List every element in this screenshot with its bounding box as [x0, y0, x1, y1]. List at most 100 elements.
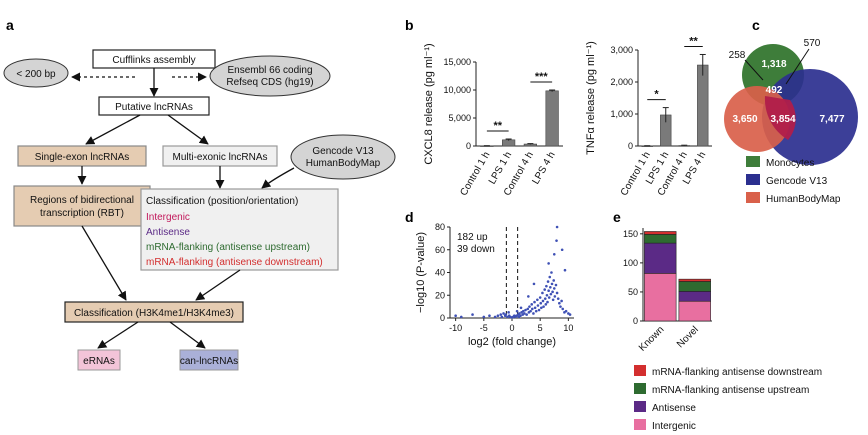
significance-label: **: [689, 35, 698, 47]
data-point: [551, 298, 555, 302]
classpos-box: [140, 188, 339, 271]
data-point: [558, 301, 561, 305]
venn-pointer: [744, 59, 764, 81]
arrow-to-single: [85, 114, 141, 145]
data-point: [552, 287, 556, 290]
panel-label-d: d: [405, 209, 414, 225]
x-tick-label: Known: [637, 324, 666, 353]
y-tick-label: 15,000: [443, 57, 471, 67]
y-tick-label: 40: [435, 268, 445, 278]
classpos-item: mRNA-flanking (antisense downstream): [146, 257, 323, 268]
data-point: [537, 308, 541, 312]
data-point: [550, 271, 553, 274]
data-point: [540, 306, 543, 310]
data-point: [546, 280, 550, 283]
x-axis-label: log2 (fold change): [468, 336, 556, 348]
arrow-to-canlnc: [169, 321, 206, 349]
data-point: [547, 289, 550, 293]
data-point: [526, 307, 530, 311]
volcano-annotation: 182 up: [457, 232, 488, 243]
stacked-segment: [644, 231, 677, 235]
data-point: [541, 291, 544, 295]
y-tick-label: 1,000: [610, 109, 633, 119]
rbt-label-2: transcription (RBT): [40, 208, 124, 219]
y-tick-label: 50: [628, 287, 638, 297]
venn-legend-label: Monocytes: [766, 158, 814, 169]
arrow-rbt-h3: [81, 225, 127, 301]
putative-label: Putative lncRNAs: [115, 102, 193, 113]
panel-label-e: e: [613, 209, 621, 225]
data-point: [548, 275, 552, 279]
venn-legend-label: Gencode V13: [766, 176, 828, 187]
data-point: [488, 314, 491, 318]
stacked-segment: [644, 234, 677, 244]
y-tick-label: 0: [633, 316, 638, 326]
bar: [502, 139, 516, 147]
y-tick-label: 20: [435, 290, 445, 300]
data-point: [534, 309, 538, 313]
data-point: [518, 312, 521, 315]
arrow-to-erna: [97, 321, 139, 349]
class-h3-label: Classification (H3K4me1/H3K4me3): [74, 308, 234, 319]
data-point: [499, 313, 503, 316]
data-point: [547, 296, 551, 299]
multi-exon-label: Multi-exonic lncRNAs: [172, 152, 267, 163]
stacked-bar-chart: 0 50 100 150 Known Novel mRNA-flanking antisen…: [623, 228, 822, 432]
lt200-label: < 200 bp: [16, 69, 56, 80]
data-point: [482, 315, 486, 319]
y-tick-label: 3,000: [610, 45, 633, 55]
data-point: [529, 309, 532, 313]
data-point: [561, 307, 565, 311]
data-point: [541, 299, 545, 303]
venn-legend-label: HumanBodyMap: [766, 194, 841, 205]
venn-diagram: 258 570 1,318 492 3,650 3,854 7,477 Monocytes Ge…: [724, 38, 858, 205]
data-point: [555, 225, 559, 229]
data-point: [555, 291, 559, 295]
classpos-title: Classification (position/orientation): [146, 196, 298, 207]
stacked-legend-label: Antisense: [652, 403, 696, 414]
stacked-legend-swatch: [634, 401, 646, 412]
gencode-ellipse: [290, 134, 396, 180]
data-point: [551, 290, 554, 294]
cufflinks-label: Cufflinks assembly: [112, 55, 195, 66]
data-point: [523, 312, 526, 315]
stacked-segment: [644, 242, 677, 274]
data-point: [543, 288, 546, 291]
x-tick-label: -10: [449, 323, 462, 333]
panel-a: a Cufflinks assembly < 200 bp Ensembl 66…: [3, 17, 396, 371]
classpos-items: Intergenic Antisense mRNA-flanking (antise…: [146, 212, 323, 268]
data-point: [502, 312, 505, 315]
data-point: [544, 303, 548, 306]
data-point: [554, 283, 558, 287]
data-point: [493, 315, 497, 319]
data-point: [563, 268, 567, 272]
stacked-legend-label: Intergenic: [652, 421, 696, 432]
classpos-item: Intergenic: [146, 212, 190, 223]
y-tick-label: 0: [628, 141, 633, 151]
y-axis-label: TNFα release (pg ml⁻¹): [585, 41, 597, 155]
data-point: [527, 295, 530, 298]
venn-region-label: 1,318: [761, 59, 786, 70]
ensembl-label-2: Refseq CDS (hg19): [226, 77, 313, 88]
data-point: [556, 297, 560, 300]
bar: [545, 90, 559, 147]
y-tick-label: 10,000: [443, 85, 471, 95]
volcano-annotation: 39 down: [457, 244, 495, 255]
data-point: [550, 282, 554, 286]
x-tick-label: 10: [563, 323, 573, 333]
venn-pointer: [785, 48, 810, 85]
stacked-segment: [678, 291, 711, 302]
data-point: [459, 315, 463, 319]
canlnc-label: can-lncRNAs: [180, 356, 238, 367]
data-point: [504, 313, 508, 316]
erna-label: eRNAs: [83, 356, 115, 367]
y-tick-label: 0: [466, 141, 471, 151]
significance-label: ***: [535, 71, 549, 83]
venn-region-label: 3,650: [732, 114, 757, 125]
y-tick-label: 2,000: [610, 77, 633, 87]
classpos-item: mRNA-flanking (antisense upstream): [146, 242, 310, 253]
panel-label-c: c: [752, 17, 760, 33]
data-point: [568, 313, 572, 316]
